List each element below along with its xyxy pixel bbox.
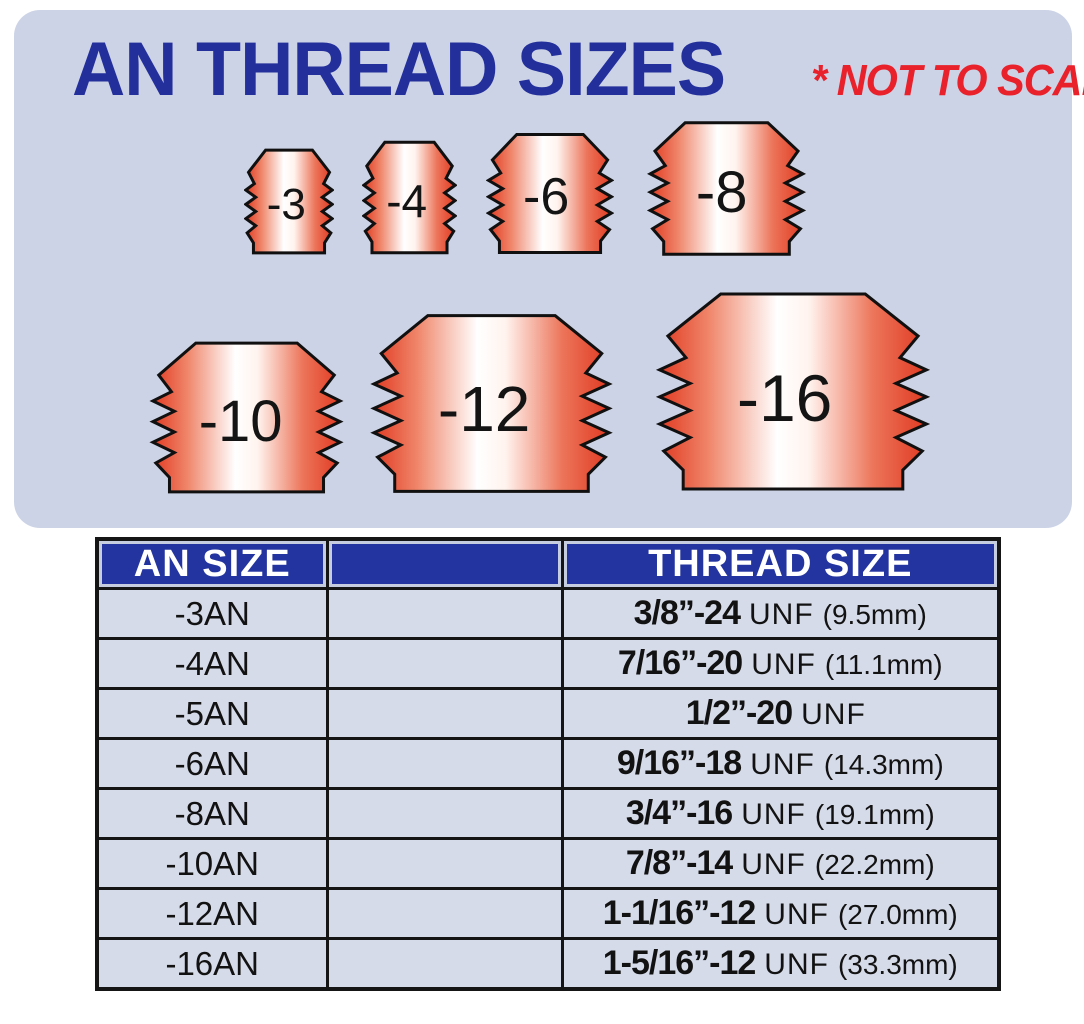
thread-standard: UNF — [764, 898, 829, 931]
thread-size-cell: 7/16”-20 UNF (11.1mm) — [560, 637, 1001, 690]
an-fitting-icon — [647, 120, 806, 257]
table-row: -12AN 1-1/16”-12 UNF (27.0mm) — [95, 887, 1001, 940]
spacer-cell — [325, 637, 564, 690]
fitting--3: -3 — [244, 148, 334, 255]
thread-mm-value: (9.5mm) — [822, 599, 927, 630]
thread-size-value: 1-1/16”-12 — [602, 894, 757, 932]
an-size-cell: -16AN — [95, 937, 329, 991]
fitting-label: -16 — [736, 360, 833, 435]
thread-size-value: 9/16”-18 — [616, 744, 742, 782]
title-bar: AN THREAD SIZES * NOT TO SCALE * — [72, 26, 1084, 113]
an-size-cell: -10AN — [95, 837, 329, 890]
thread-mm-value: (22.2mm) — [814, 849, 935, 880]
thread-size-value: 3/8”-24 — [633, 594, 741, 632]
column-header-spacer — [325, 537, 564, 590]
fitting-label: -12 — [437, 372, 531, 445]
thread-size-cell: 3/4”-16 UNF (19.1mm) — [560, 787, 1001, 840]
spacer-cell — [325, 687, 564, 740]
page-title: AN THREAD SIZES — [72, 27, 726, 112]
thread-size-cell: 7/8”-14 UNF (22.2mm) — [560, 837, 1001, 890]
thread-standard: UNF — [749, 598, 814, 631]
thread-mm-value: (33.3mm) — [837, 949, 958, 980]
fitting-label: -6 — [523, 168, 570, 227]
thread-size-value: 3/4”-16 — [625, 794, 733, 832]
an-fitting-icon — [369, 312, 614, 495]
fitting--6: -6 — [486, 132, 614, 255]
spacer-cell — [325, 587, 564, 640]
table-row: -6AN 9/16”-18 UNF (14.3mm) — [95, 737, 1001, 790]
thread-size-cell: 9/16”-18 UNF (14.3mm) — [560, 737, 1001, 790]
fitting-label: -3 — [266, 179, 306, 229]
table-row: -3AN 3/8”-24 UNF (9.5mm) — [95, 587, 1001, 640]
fitting--4: -4 — [362, 140, 457, 255]
thread-size-cell: 1-5/16”-12 UNF (33.3mm) — [560, 937, 1001, 991]
thread-standard: UNF — [741, 798, 806, 831]
table-row: -16AN 1-5/16”-12 UNF (33.3mm) — [95, 937, 1001, 991]
an-fitting-icon — [149, 340, 344, 495]
thread-size-value: 1/2”-20 — [685, 694, 793, 732]
thread-size-value: 7/8”-14 — [625, 844, 733, 882]
spacer-cell — [325, 937, 564, 991]
table-header-row: AN SIZE THREAD SIZE — [95, 537, 1001, 590]
an-size-cell: -8AN — [95, 787, 329, 840]
an-size-cell: -5AN — [95, 687, 329, 740]
thread-size-table: AN SIZE THREAD SIZE -3AN 3/8”-24 UNF (9.5m… — [95, 537, 1001, 991]
column-header-an-size: AN SIZE — [95, 537, 329, 590]
fitting--16: -16 — [654, 290, 932, 493]
an-size-cell: -4AN — [95, 637, 329, 690]
fittings-panel: AN THREAD SIZES * NOT TO SCALE * -3 -4 -… — [14, 10, 1084, 528]
spacer-cell — [325, 837, 564, 890]
table-row: -4AN 7/16”-20 UNF (11.1mm) — [95, 637, 1001, 690]
fitting-label: -10 — [198, 389, 283, 455]
thread-standard: UNF — [750, 748, 815, 781]
an-fitting-icon — [486, 132, 614, 255]
an-fitting-icon — [362, 140, 457, 255]
thread-standard: UNF — [751, 648, 816, 681]
an-size-cell: -3AN — [95, 587, 329, 640]
table-row: -5AN 1/2”-20 UNF — [95, 687, 1001, 740]
table-row: -10AN 7/8”-14 UNF (22.2mm) — [95, 837, 1001, 890]
an-fitting-icon — [244, 148, 334, 255]
thread-standard: UNF — [741, 848, 806, 881]
thread-size-cell: 3/8”-24 UNF (9.5mm) — [560, 587, 1001, 640]
thread-mm-value: (27.0mm) — [837, 899, 958, 930]
thread-size-cell: 1-1/16”-12 UNF (27.0mm) — [560, 887, 1001, 940]
fitting--8: -8 — [647, 120, 806, 257]
spacer-cell — [325, 737, 564, 790]
thread-mm-value: (11.1mm) — [824, 649, 943, 680]
fitting-label: -8 — [695, 159, 748, 225]
spacer-cell — [325, 887, 564, 940]
thread-size-cell: 1/2”-20 UNF — [560, 687, 1001, 740]
an-fitting-icon — [654, 290, 932, 493]
fitting--12: -12 — [369, 312, 614, 495]
fitting-label: -4 — [386, 174, 428, 227]
thread-mm-value: (19.1mm) — [814, 799, 935, 830]
thread-mm-value: (14.3mm) — [823, 749, 944, 780]
spacer-cell — [325, 787, 564, 840]
column-header-thread-size: THREAD SIZE — [560, 537, 1001, 590]
an-size-cell: -12AN — [95, 887, 329, 940]
thread-standard: UNF — [764, 948, 829, 981]
not-to-scale-note: * NOT TO SCALE * — [811, 56, 1084, 105]
fitting--10: -10 — [149, 340, 344, 495]
an-size-cell: -6AN — [95, 737, 329, 790]
thread-size-value: 1-5/16”-12 — [602, 944, 757, 982]
thread-size-value: 7/16”-20 — [617, 644, 743, 682]
table-row: -8AN 3/4”-16 UNF (19.1mm) — [95, 787, 1001, 840]
thread-standard: UNF — [801, 698, 866, 731]
